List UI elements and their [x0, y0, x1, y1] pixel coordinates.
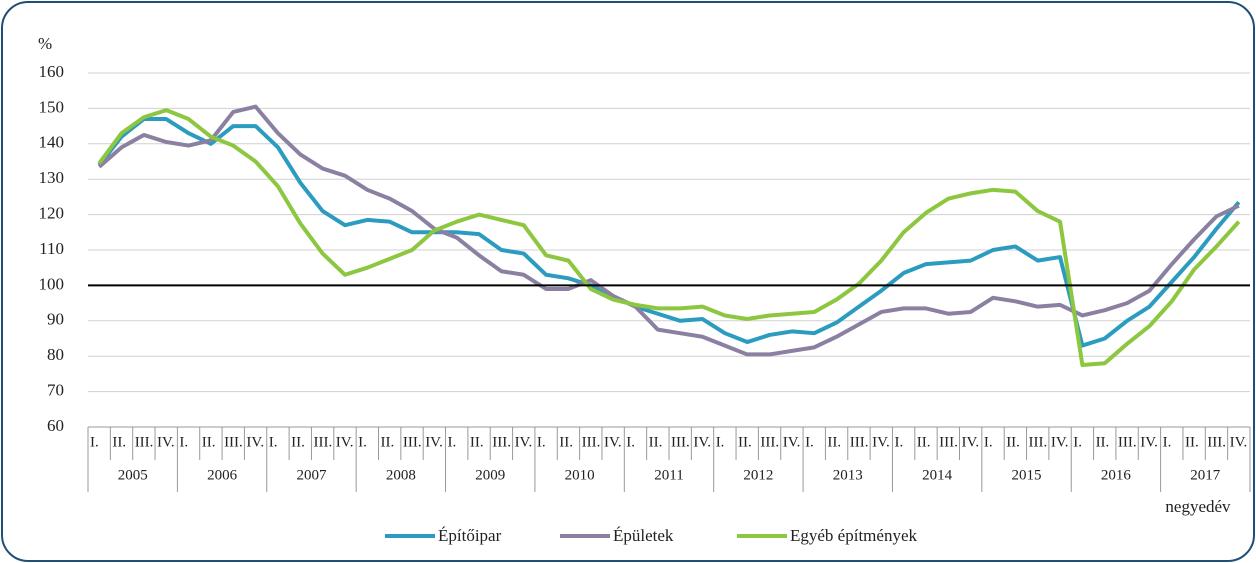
year-label: 2012 [743, 467, 773, 483]
x-tick-label: IV. [246, 434, 264, 450]
x-tick-label: II. [1096, 434, 1110, 450]
x-tick-label: III. [760, 434, 779, 450]
x-tick-label: IV. [604, 434, 622, 450]
year-label: 2016 [1101, 467, 1132, 483]
y-tick-label: 110 [39, 239, 64, 258]
x-tick-label: IV. [425, 434, 443, 450]
year-label: 2010 [565, 467, 595, 483]
x-tick-label: III. [1118, 434, 1137, 450]
x-tick-label: III. [403, 434, 422, 450]
x-tick-label: I. [894, 434, 903, 450]
x-tick-label: III. [582, 434, 601, 450]
y-tick-label: 70 [47, 381, 64, 400]
x-tick-label: I. [179, 434, 188, 450]
y-tick-label: 90 [47, 310, 64, 329]
x-tick-label: III. [224, 434, 243, 450]
x-tick-label: I. [626, 434, 635, 450]
y-tick-label: 150 [39, 97, 65, 116]
x-tick-label: II. [1185, 434, 1199, 450]
legend-label: Egyéb építmények [790, 526, 917, 545]
year-label: 2011 [654, 467, 683, 483]
x-tick-label: I. [1163, 434, 1172, 450]
year-label: 2008 [386, 467, 416, 483]
year-label: 2009 [475, 467, 505, 483]
x-tick-label: IV. [157, 434, 175, 450]
legend-label: Épületek [613, 526, 674, 545]
series-line [97, 108, 1241, 368]
x-tick-label: IV. [1230, 434, 1248, 450]
x-tick-label: IV. [872, 434, 890, 450]
x-tick-label: II. [827, 434, 841, 450]
x-tick-label: I. [805, 434, 814, 450]
x-tick-label: IV. [962, 434, 980, 450]
y-axis-label: % [38, 34, 52, 53]
year-label: 2014 [922, 467, 953, 483]
x-tick-label: II. [202, 434, 216, 450]
x-tick-label: I. [716, 434, 725, 450]
x-tick-label: I. [358, 434, 367, 450]
y-tick-label: 160 [39, 62, 65, 81]
x-tick-label: I. [537, 434, 546, 450]
x-tick-label: II. [112, 434, 126, 450]
x-tick-label: II. [649, 434, 663, 450]
x-tick-label: II. [381, 434, 395, 450]
year-label: 2007 [296, 467, 327, 483]
x-tick-label: I. [984, 434, 993, 450]
x-tick-label: IV. [336, 434, 354, 450]
y-tick-label: 130 [39, 168, 65, 187]
y-tick-label: 80 [47, 345, 64, 364]
y-tick-label: 60 [47, 416, 64, 435]
x-tick-label: I. [1073, 434, 1082, 450]
year-label: 2005 [118, 467, 148, 483]
x-tick-label: II. [1006, 434, 1020, 450]
x-tick-label: I. [269, 434, 278, 450]
x-tick-label: III. [135, 434, 154, 450]
x-tick-label: II. [470, 434, 484, 450]
x-tick-label: I. [90, 434, 99, 450]
x-tick-label: IV. [1140, 434, 1158, 450]
x-tick-label: III. [939, 434, 958, 450]
x-tick-label: II. [738, 434, 752, 450]
x-axis-label: negyedév [1165, 497, 1231, 516]
year-label: 2006 [207, 467, 238, 483]
legend-label: Építőipar [438, 526, 502, 545]
x-tick-label: III. [313, 434, 332, 450]
year-label: 2015 [1012, 467, 1042, 483]
x-tick-label: IV. [1051, 434, 1069, 450]
y-tick-label: 120 [39, 204, 65, 223]
x-tick-label: I. [448, 434, 457, 450]
x-tick-label: IV. [515, 434, 533, 450]
x-tick-label: II. [291, 434, 305, 450]
x-tick-label: III. [492, 434, 511, 450]
x-tick-label: III. [1207, 434, 1226, 450]
series-line [97, 104, 1240, 357]
x-tick-label: III. [1029, 434, 1048, 450]
x-tick-label: IV. [693, 434, 711, 450]
x-tick-label: II. [559, 434, 573, 450]
x-tick-label: IV. [783, 434, 801, 450]
y-tick-label: 100 [39, 274, 65, 293]
y-tick-label: 140 [39, 133, 65, 152]
x-tick-label: III. [671, 434, 690, 450]
year-label: 2013 [833, 467, 863, 483]
series-line [97, 117, 1241, 348]
x-tick-label: II. [917, 434, 931, 450]
year-label: 2017 [1190, 467, 1221, 483]
x-tick-label: III. [850, 434, 869, 450]
